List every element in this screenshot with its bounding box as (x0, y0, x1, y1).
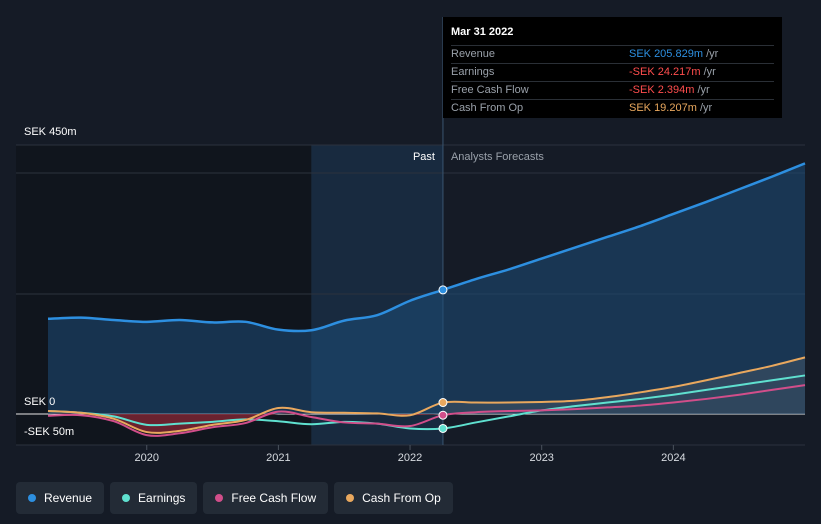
tooltip-unit: /yr (706, 48, 719, 60)
tooltip-label: Cash From Op (451, 102, 524, 114)
tooltip-row-revenue: Revenue SEK 205.829m /yr (451, 46, 774, 64)
forecast-label: Analysts Forecasts (451, 151, 544, 163)
legend-item-free-cash-flow[interactable]: Free Cash Flow (203, 482, 329, 514)
marker-free-cash-flow (438, 410, 448, 420)
tooltip-unit: /yr (697, 84, 710, 96)
legend-item-revenue[interactable]: Revenue (16, 482, 105, 514)
legend-label: Earnings (138, 491, 186, 505)
y-tick-label-bottom: -SEK 50m (24, 426, 75, 438)
tooltip-unit: /yr (699, 102, 713, 114)
legend-item-cash-from-op[interactable]: Cash From Op (334, 482, 453, 514)
tooltip-row-cash-from-op: Cash From Op SEK 19.207m /yr (451, 100, 774, 117)
tooltip-value-text: -SEK 24.217m (629, 66, 701, 78)
tooltip-label: Revenue (451, 48, 496, 60)
tooltip-panel: Mar 31 2022 Revenue SEK 205.829m /yr Ear… (443, 17, 782, 118)
tooltip-value: -SEK 2.394m /yr (629, 82, 710, 99)
tooltip-value: SEK 205.829m /yr (629, 46, 718, 63)
tooltip-row-earnings: Earnings -SEK 24.217m /yr (451, 64, 774, 82)
legend-dot-icon (346, 494, 355, 502)
series-line-cash-from-op (47, 356, 806, 434)
y-tick-label-top: SEK 450m (24, 126, 77, 138)
tooltip-value-text: SEK 19.207m (629, 102, 697, 114)
legend-dot-icon (215, 494, 224, 502)
revenue-area (48, 163, 805, 414)
y-tick-label-zero: SEK 0 (24, 396, 56, 408)
tooltip-row-free-cash-flow: Free Cash Flow -SEK 2.394m /yr (451, 82, 774, 100)
x-tick-label: 2024 (661, 452, 685, 464)
tooltip-label: Free Cash Flow (451, 84, 529, 96)
past-label: Past (413, 151, 435, 163)
negative-area (48, 413, 443, 433)
legend-label: Cash From Op (362, 491, 441, 505)
marker-cash-from-op (438, 398, 448, 408)
x-tick-label: 2022 (398, 452, 422, 464)
tooltip-date: Mar 31 2022 (451, 25, 774, 46)
marker-earnings (438, 423, 448, 433)
series-line-earnings (47, 374, 806, 431)
marker-revenue (438, 285, 448, 295)
x-tick-label: 2021 (266, 452, 290, 464)
tooltip-unit: /yr (703, 66, 716, 78)
tooltip-label: Earnings (451, 66, 495, 78)
legend-dot-icon (122, 494, 131, 502)
x-tick-label: 2023 (529, 452, 553, 464)
legend-label: Free Cash Flow (231, 491, 317, 505)
tooltip-value-text: SEK 205.829m (629, 48, 703, 60)
legend-label: Revenue (44, 491, 93, 505)
series-line-revenue (47, 162, 806, 333)
forecast-area (442, 357, 805, 414)
tooltip-value: SEK 19.207m /yr (629, 100, 712, 117)
tooltip-value: -SEK 24.217m /yr (629, 64, 716, 81)
tooltip-value-text: -SEK 2.394m (629, 84, 695, 96)
series-line-free-cash-flow (47, 384, 806, 437)
x-tick-label: 2020 (134, 452, 158, 464)
legend-item-earnings[interactable]: Earnings (110, 482, 198, 514)
legend: Revenue Earnings Free Cash Flow Cash Fro… (16, 482, 453, 514)
legend-dot-icon (28, 494, 36, 502)
